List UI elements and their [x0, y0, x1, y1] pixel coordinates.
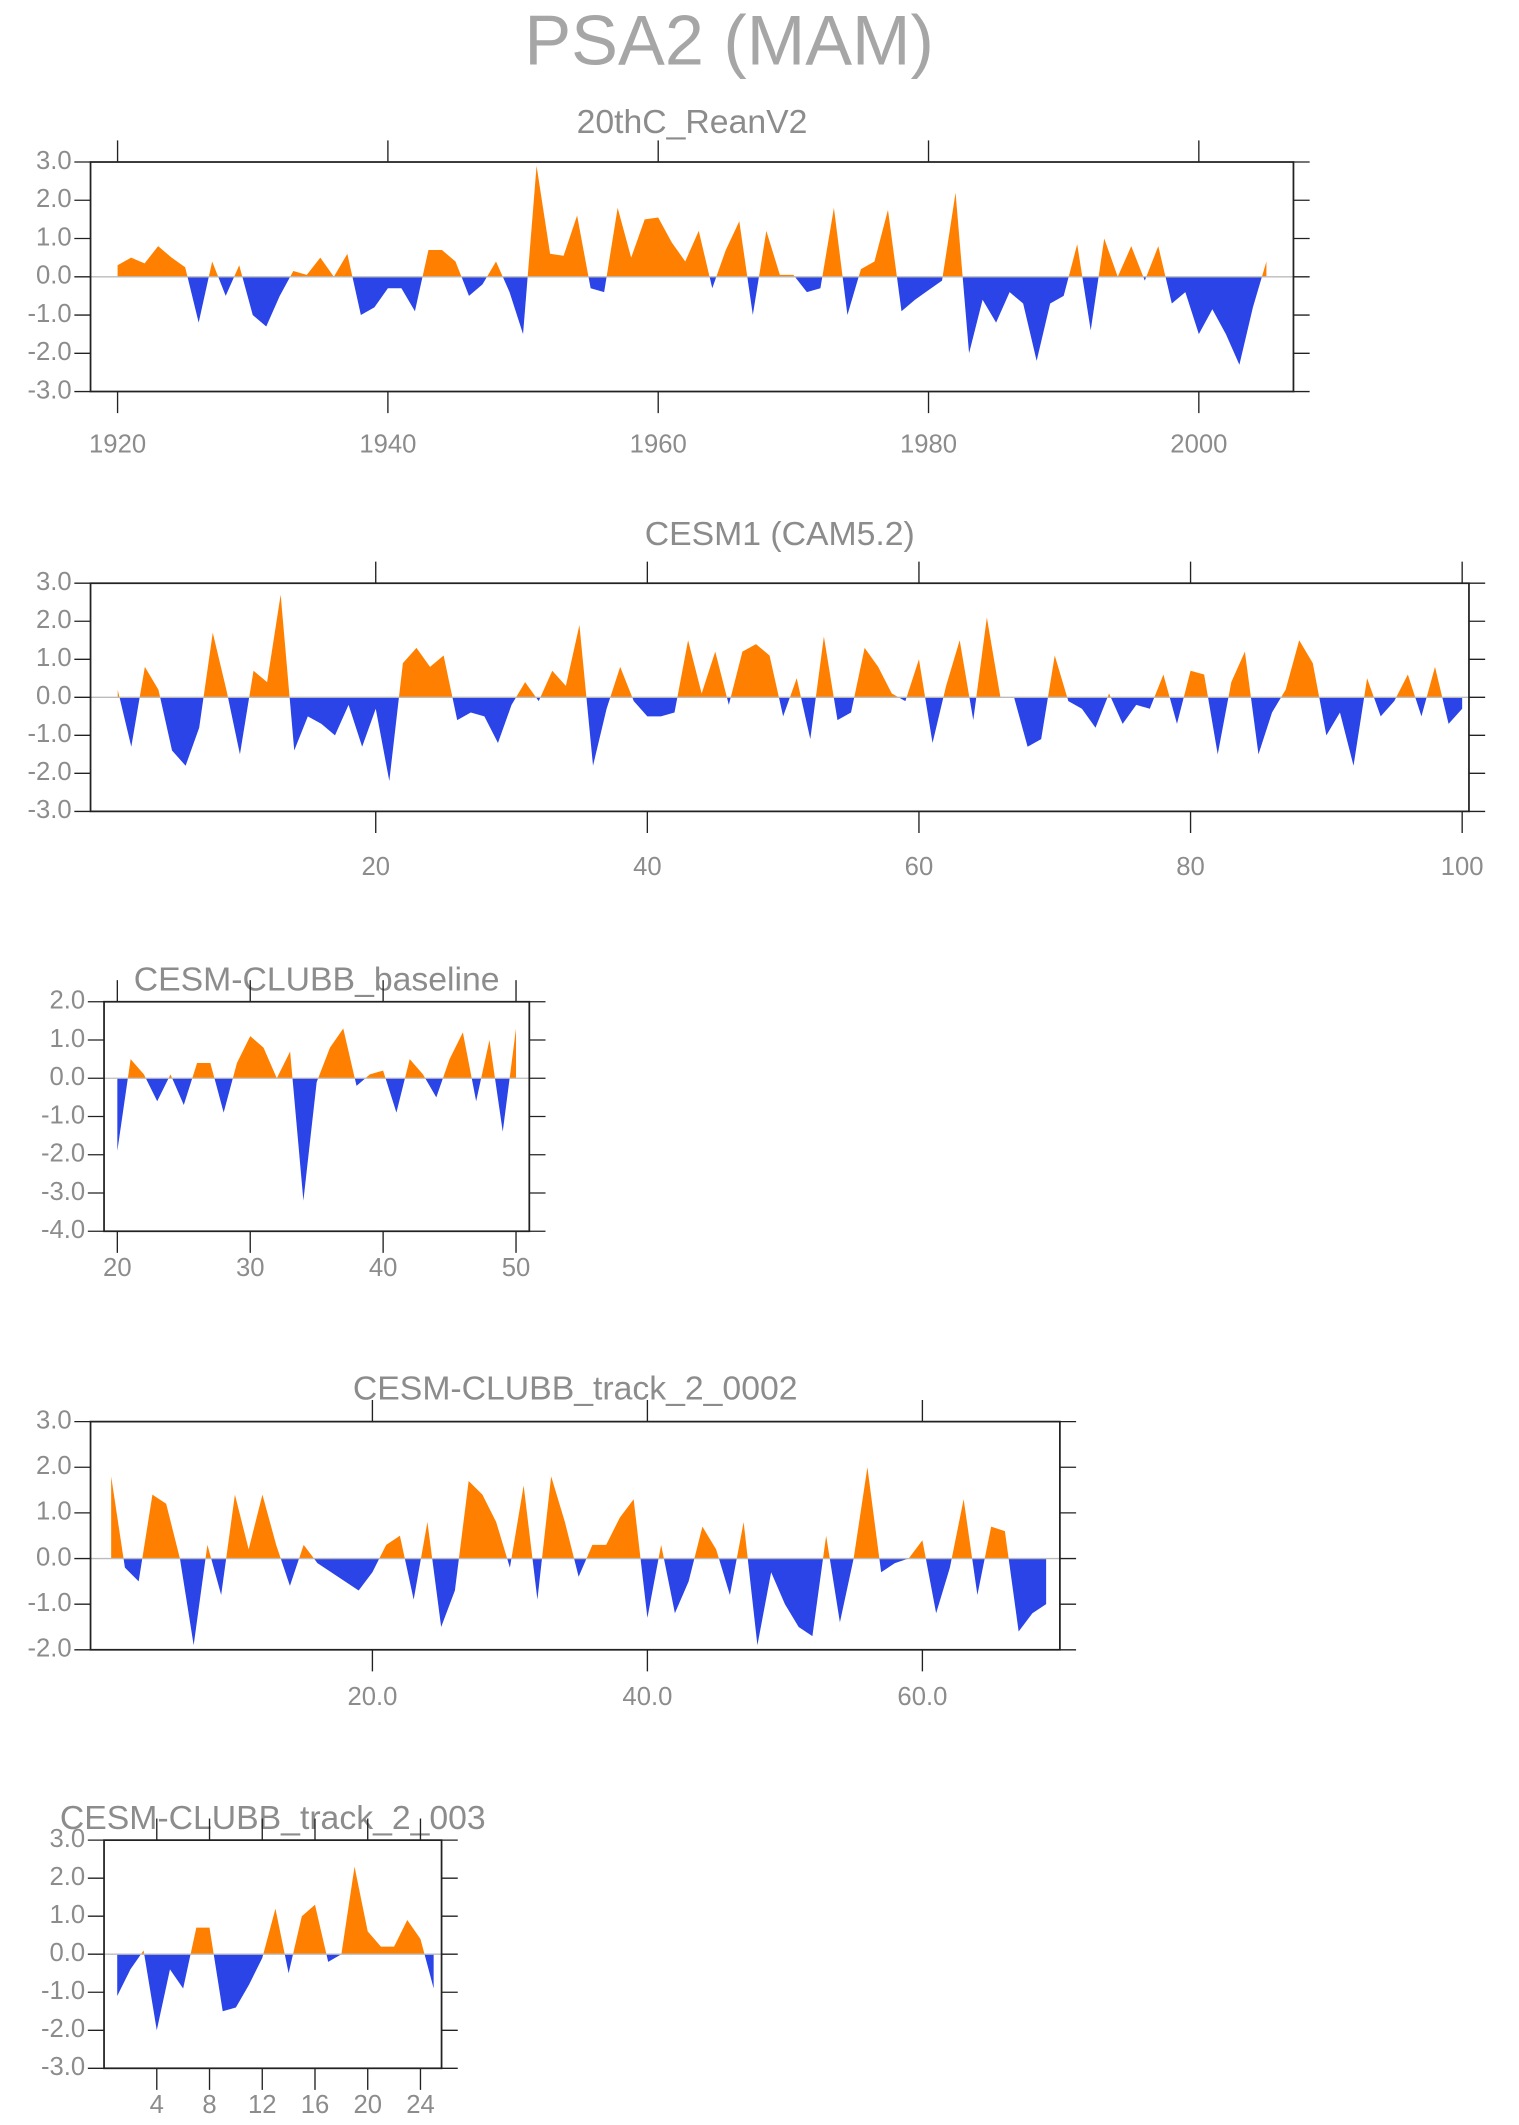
positive-area — [111, 1467, 1047, 1559]
y-tick-label: -1.0 — [27, 300, 71, 328]
negative-area — [117, 1954, 434, 2031]
y-tick-label: 1.0 — [49, 1901, 85, 1929]
x-tick-label: 1920 — [89, 430, 146, 458]
panel-title: CESM-CLUBB_track_2_0002 — [353, 1369, 798, 1407]
x-tick-label: 20 — [353, 2091, 382, 2119]
panel-title: CESM-CLUBB_track_2_003 — [60, 1799, 486, 1837]
y-tick-label: -2.0 — [41, 2015, 85, 2043]
y-tick-label: -3.0 — [27, 376, 71, 404]
y-tick-label: -4.0 — [41, 1216, 85, 1244]
x-tick-label: 40.0 — [622, 1683, 672, 1711]
figure-title: PSA2 (MAM) — [524, 0, 933, 79]
y-tick-label: 3.0 — [36, 1406, 72, 1434]
y-tick-label: -1.0 — [41, 1977, 85, 2005]
y-tick-label: 2.0 — [36, 1452, 72, 1480]
x-tick-label: 40 — [633, 853, 662, 881]
x-tick-label: 20 — [361, 853, 390, 881]
y-tick-label: 0.0 — [49, 1063, 85, 1091]
y-tick-label: 2.0 — [49, 1863, 85, 1891]
y-tick-label: 0.0 — [36, 1543, 72, 1571]
y-tick-label: 3.0 — [36, 147, 72, 175]
x-tick-label: 12 — [248, 2091, 277, 2119]
negative-area — [123, 1558, 1047, 1646]
y-tick-label: 1.0 — [36, 1498, 72, 1526]
panel: CESM-CLUBB_track_2_003 -3.0 -2.0 -1.0 0.0 1.0… — [41, 1799, 486, 2119]
x-tick-label: 24 — [406, 2091, 435, 2119]
x-tick-label: 60 — [905, 853, 934, 881]
y-tick-label: 1.0 — [49, 1025, 85, 1053]
x-tick-label: 80 — [1176, 853, 1205, 881]
x-tick-label: 16 — [301, 2091, 330, 2119]
y-tick-label: 0.0 — [49, 1939, 85, 1967]
x-tick-label: 1940 — [359, 430, 416, 458]
panel-title: CESM-CLUBB_baseline — [134, 960, 500, 998]
y-tick-label: 0.0 — [36, 262, 72, 290]
y-tick-label: -1.0 — [27, 1589, 71, 1617]
y-tick-label: 2.0 — [36, 606, 72, 634]
x-tick-label: 30 — [236, 1254, 265, 1282]
y-tick-label: -1.0 — [41, 1101, 85, 1129]
y-tick-label: -2.0 — [41, 1140, 85, 1168]
panel: CESM1 (CAM5.2) -3.0 -2.0 -1.0 0.0 1.0 2.0 3.0 20… — [27, 515, 1486, 881]
positive-area — [117, 1866, 434, 1955]
y-tick-label: 3.0 — [49, 1825, 85, 1853]
y-tick-label: -2.0 — [27, 338, 71, 366]
panel: 20thC_ReanV2 -3.0 -2.0 -1.0 0.0 1.0 2.0 3.0 1920… — [27, 103, 1310, 458]
x-tick-label: 1980 — [900, 430, 957, 458]
y-tick-label: -2.0 — [27, 758, 71, 786]
y-tick-label: 0.0 — [36, 682, 72, 710]
panel-title: 20thC_ReanV2 — [577, 103, 808, 141]
y-tick-label: 2.0 — [36, 185, 72, 213]
x-tick-label: 4 — [150, 2091, 164, 2119]
y-tick-label: -3.0 — [41, 1178, 85, 1206]
positive-area — [117, 165, 1267, 277]
x-tick-label: 8 — [202, 2091, 216, 2119]
panel-title: CESM1 (CAM5.2) — [645, 515, 915, 553]
x-tick-label: 20.0 — [347, 1683, 397, 1711]
y-tick-label: -1.0 — [27, 720, 71, 748]
plot-frame — [103, 1000, 531, 1233]
negative-area — [117, 276, 1267, 365]
y-tick-label: 2.0 — [49, 987, 85, 1015]
x-tick-label: 1960 — [630, 430, 687, 458]
y-tick-label: -3.0 — [27, 796, 71, 824]
y-tick-label: 3.0 — [36, 568, 72, 596]
panel: CESM-CLUBB_baseline -4.0 -3.0 -2.0 -1.0 0.0 1.… — [41, 960, 546, 1282]
x-tick-label: 2000 — [1170, 430, 1227, 458]
plot-frame — [89, 1420, 1061, 1651]
negative-area — [117, 697, 1463, 781]
negative-area — [117, 1078, 517, 1201]
y-tick-label: 1.0 — [36, 223, 72, 251]
x-tick-label: 60.0 — [897, 1683, 947, 1711]
positive-area — [127, 1028, 517, 1079]
x-tick-label: 20 — [103, 1254, 132, 1282]
x-tick-label: 40 — [369, 1254, 398, 1282]
y-tick-label: -3.0 — [41, 2053, 85, 2081]
x-tick-label: 100 — [1441, 853, 1484, 881]
y-tick-label: -2.0 — [27, 1635, 71, 1663]
panel: CESM-CLUBB_track_2_0002 -2.0 -1.0 0.0 1.0 2.0… — [27, 1369, 1077, 1711]
y-tick-label: 1.0 — [36, 644, 72, 672]
positive-area — [117, 594, 1463, 698]
x-tick-label: 50 — [502, 1254, 531, 1282]
